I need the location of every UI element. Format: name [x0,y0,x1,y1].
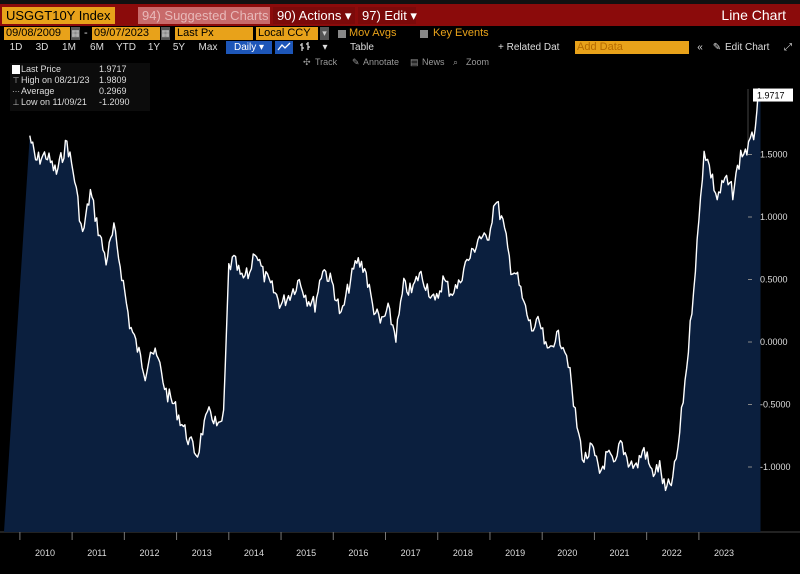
x-tick-label: 2010 [35,548,55,558]
end-calendar-icon[interactable]: ▦ [161,27,170,40]
series-line [29,88,762,492]
currency-dropdown-icon[interactable]: ▾ [320,27,329,40]
last-value-label: 1.9717 [757,91,785,101]
frequency-select[interactable]: Daily ▾ [226,41,272,54]
legend-label: High on 08/21/23 [21,75,90,85]
zoom-button[interactable]: Zoom [466,57,490,67]
x-tick-label: 2015 [296,548,316,558]
average-marker-icon: ⋯ [12,87,20,96]
x-tick-label: 2020 [557,548,577,558]
x-tick-label: 2011 [87,548,106,558]
bar-chart-icon[interactable] [297,41,313,54]
expand-icon[interactable]: ⤢ [784,42,792,53]
legend-label: Last Price [21,64,62,74]
x-tick-label: 2019 [505,548,525,558]
x-axis: 2010 2011 2012 2013 2014 2015 2016 2017 2018 2019… [19,532,734,558]
x-tick-label: 2021 [610,548,630,558]
actions-menu[interactable]: 90) Actions ▾ [273,7,355,24]
annotate-icon[interactable]: ✎ [352,57,360,67]
currency-select[interactable]: Local CCY [256,27,318,40]
legend-last-price[interactable]: Last Price 1.9717 [10,64,150,75]
range-1m[interactable]: 1M [62,42,76,53]
title-bar: USGGT10Y Index 94) Suggested Charts 90) … [0,4,800,26]
range-1y[interactable]: 1Y [147,42,161,53]
legend-value: 1.9809 [99,75,127,85]
line-chart-icon[interactable] [275,41,293,54]
low-marker-icon: ⊥ [12,98,20,107]
date-field-bar: 09/08/2009 ▦ - 09/07/2023 ▦ Last Px Loca… [0,27,800,41]
last-value-marker: 1.9717 [753,88,793,102]
ticker-strip [0,0,800,4]
start-calendar-icon[interactable]: ▦ [71,27,80,40]
end-date-field[interactable]: 09/07/2023 [92,27,160,40]
x-tick-label: 2012 [139,548,159,558]
y-tick-label: -0.5000 [760,400,791,410]
key-events-label: Key Events [433,27,489,39]
edit-chart-button[interactable]: Edit Chart [725,42,770,53]
x-tick-label: 2022 [662,548,682,558]
legend-high: ⊤ High on 08/21/23 1.9809 [10,75,150,86]
legend-value: 0.2969 [99,86,127,96]
mov-avgs-checkbox[interactable] [338,30,346,38]
date-separator: - [84,27,88,39]
range-max[interactable]: Max [198,42,218,53]
x-tick-label: 2018 [453,548,473,558]
legend-value: 1.9717 [99,64,127,74]
start-date-field[interactable]: 09/08/2009 [4,27,70,40]
legend: Last Price 1.9717 ⊤ High on 08/21/23 1.9… [10,63,150,111]
line-chart[interactable]: 1.5000 1.0000 0.5000 0.0000 -0.5000 -1.0000 2… [0,69,800,574]
security-ticker[interactable]: USGGT10Y Index [2,7,115,24]
edit-menu[interactable]: 97) Edit ▾ [358,7,417,24]
x-tick-label: 2017 [401,548,421,558]
high-marker-icon: ⊤ [12,76,20,85]
track-button[interactable]: Track [315,57,338,67]
track-icon[interactable]: ✣ [303,57,311,67]
series-area [4,88,762,532]
x-tick-label: 2014 [244,548,264,558]
news-icon[interactable]: ▤ [410,57,419,67]
chart-tools: ✣ Track ✎ Annotate ▤ News ⌕ Zoom [0,56,800,69]
legend-average: ⋯ Average 0.2969 [10,86,150,97]
x-tick-label: 2016 [348,548,368,558]
area-fill [4,89,761,532]
range-3d[interactable]: 3D [35,42,49,53]
field-select[interactable]: Last Px [175,27,253,40]
y-tick-label: 0.5000 [760,275,788,285]
legend-low: ⊥ Low on 11/09/21 -1.2090 [10,97,150,108]
y-axis: 1.5000 1.0000 0.5000 0.0000 -0.5000 -1.0000 [748,150,791,472]
y-tick-label: 1.5000 [760,150,788,160]
range-bar: 1D 3D 1M 6M YTD 1Y 5Y Max Daily ▾ ▾ Tabl… [0,41,800,55]
legend-label: Low on 11/09/21 [21,97,87,107]
legend-label: Average [21,86,55,96]
table-button[interactable]: Table [350,42,374,53]
legend-last-price-swatch [12,65,20,74]
range-ytd[interactable]: YTD [116,42,136,53]
y-tick-label: -1.0000 [760,462,791,472]
x-tick-label: 2023 [714,548,734,558]
x-tick-label: 2013 [192,548,212,558]
view-title: Line Chart [721,7,786,23]
suggested-charts-button[interactable]: 94) Suggested Charts [138,7,270,24]
last-value-flag [753,88,793,102]
range-1d[interactable]: 1D [9,42,23,53]
range-6m[interactable]: 6M [90,42,104,53]
pencil-icon[interactable]: ✎ [712,42,722,53]
key-events-checkbox[interactable] [420,30,428,38]
mov-avgs-label: Mov Avgs [349,27,397,39]
add-data-input[interactable]: Add Data [575,41,689,54]
news-button[interactable]: News [422,57,445,67]
range-5y[interactable]: 5Y [172,42,186,53]
collapse-icon[interactable]: « [697,42,703,53]
y-tick-label: 1.0000 [760,212,788,222]
related-data-button[interactable]: + Related Dat [498,42,560,53]
zoom-icon[interactable]: ⌕ [453,57,459,67]
annotate-button[interactable]: Annotate [363,57,400,67]
legend-value: -1.2090 [99,97,130,107]
y-tick-label: 0.0000 [760,337,788,347]
chart-type-dropdown-icon[interactable]: ▾ [322,42,328,53]
